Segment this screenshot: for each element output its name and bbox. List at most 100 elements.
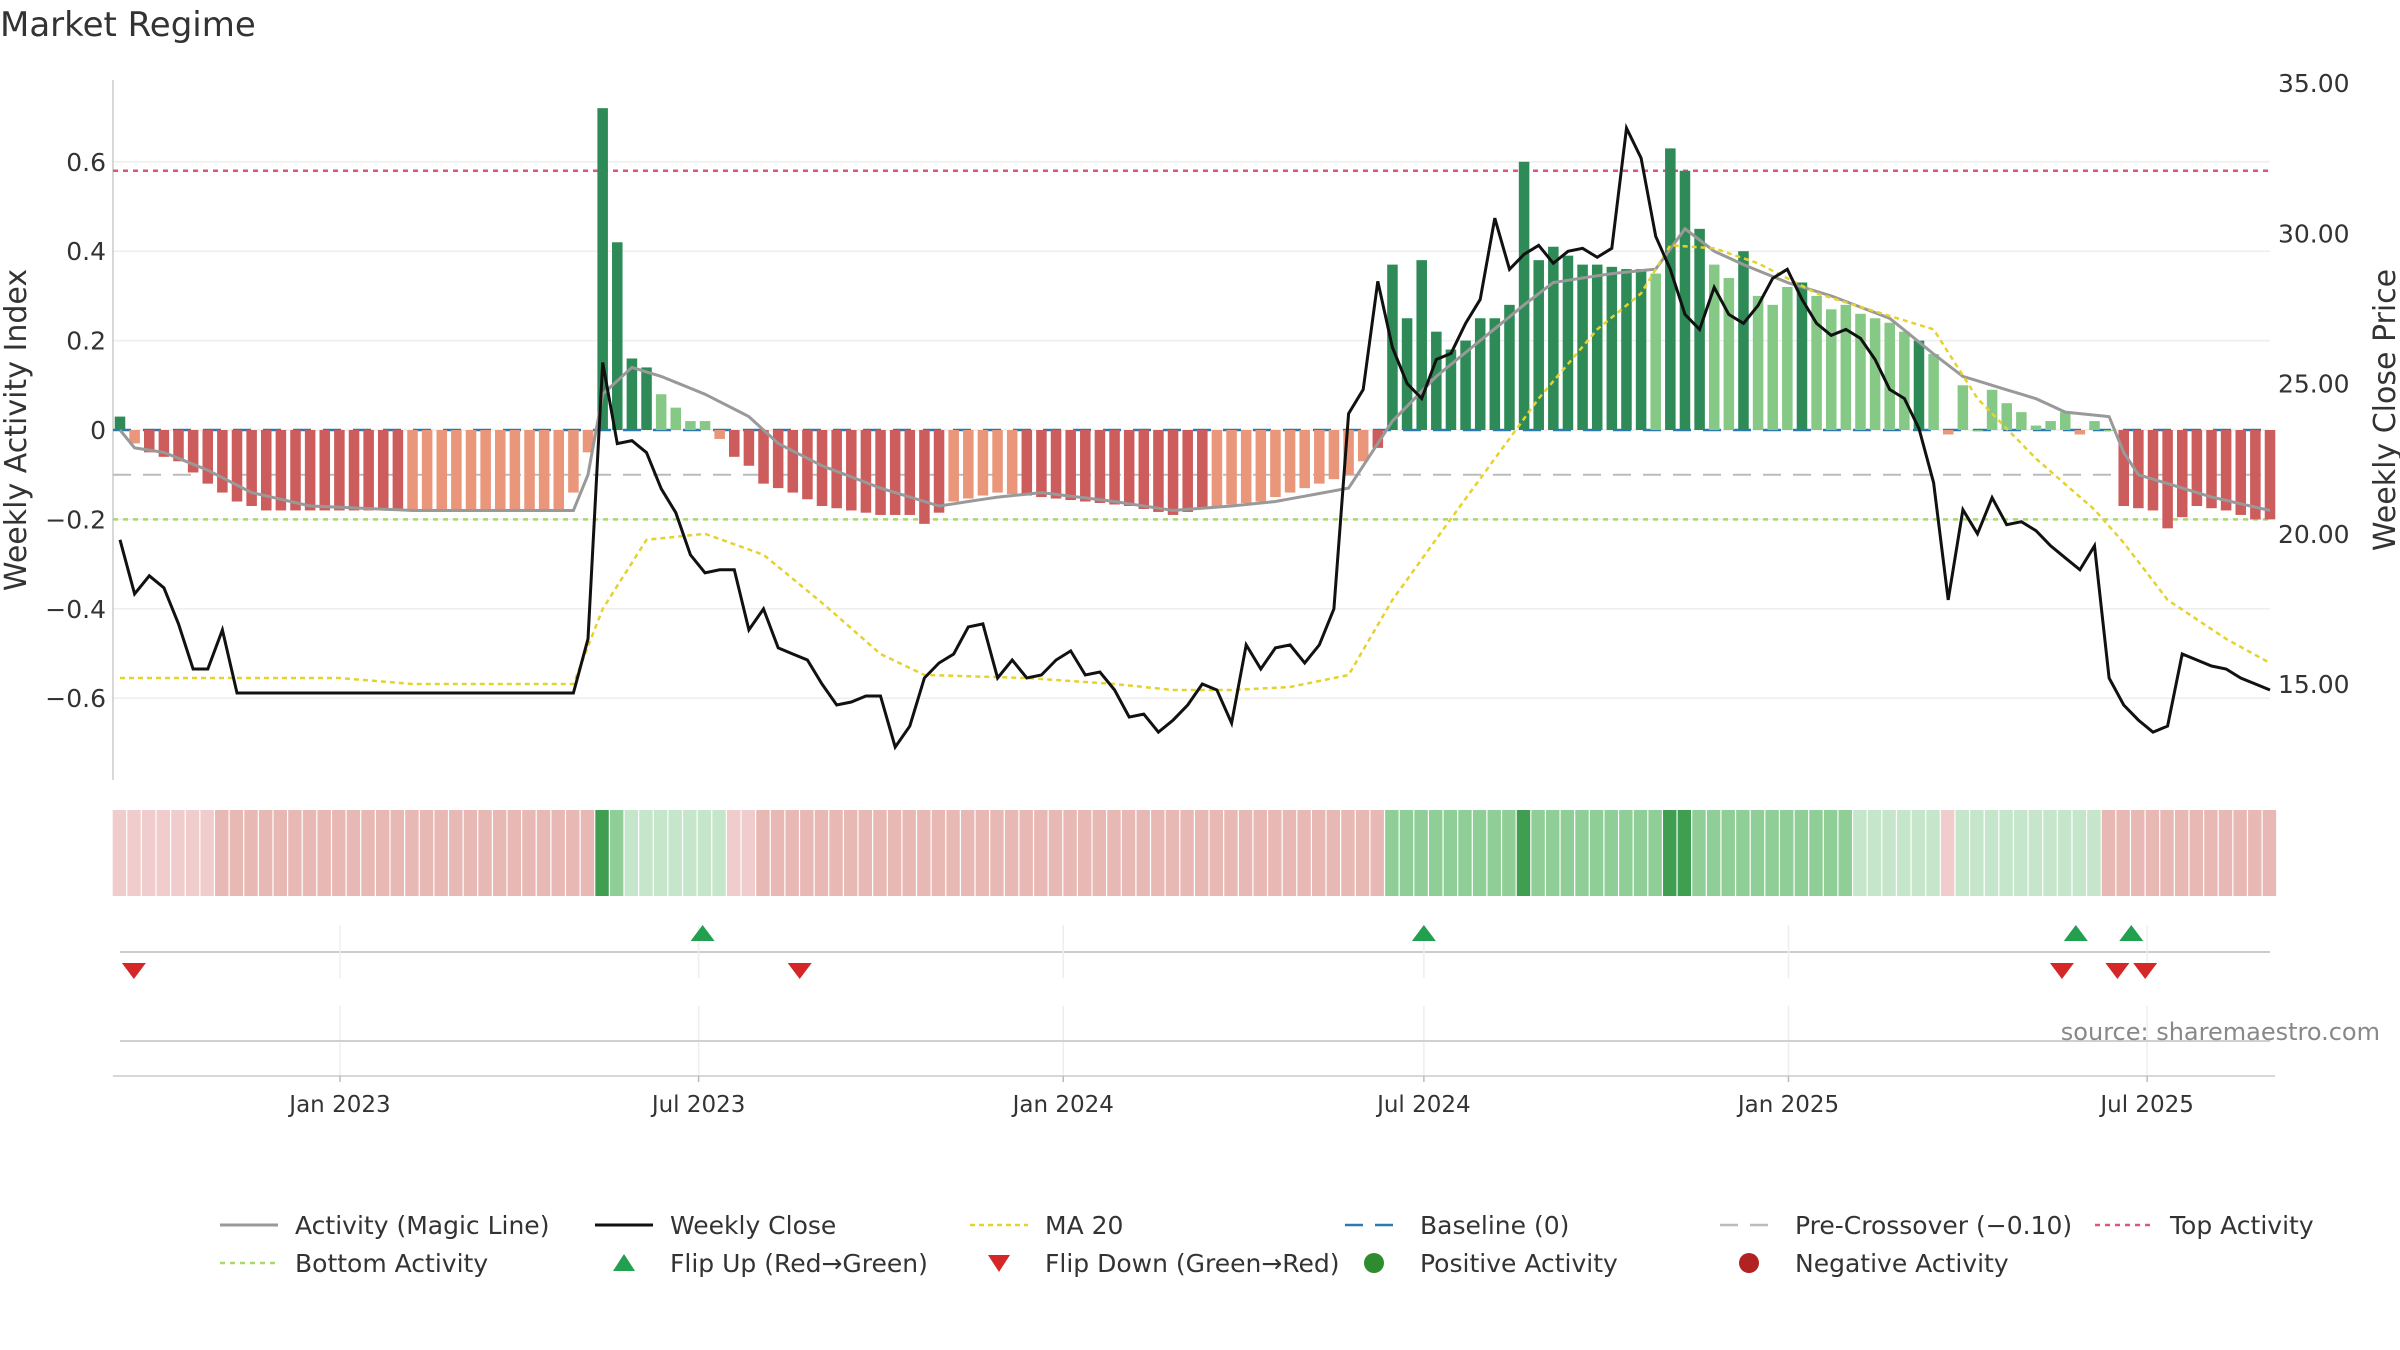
activity-bar — [1957, 385, 1969, 430]
activity-bar — [2074, 430, 2086, 435]
legend-label: Bottom Activity — [295, 1249, 488, 1278]
legend-label: MA 20 — [1045, 1211, 1123, 1240]
activity-bar — [2045, 421, 2056, 430]
weekly-close-line — [118, 122, 2271, 751]
activity-bar — [217, 430, 228, 493]
regime-cell — [1385, 810, 1399, 896]
activity-bar — [1153, 430, 1164, 512]
regime-cell — [1970, 810, 1984, 896]
activity-bar — [304, 430, 316, 511]
regime-cell — [1034, 810, 1048, 896]
regime-cell — [141, 810, 156, 896]
regime-cell — [1794, 810, 1809, 896]
activity-bar — [1782, 286, 1793, 430]
regime-cell — [1238, 810, 1253, 896]
activity-bar — [1825, 309, 1837, 430]
regime-cell — [463, 810, 478, 896]
regime-cell — [1940, 810, 1955, 896]
y-tick-left: −0.4 — [45, 595, 106, 624]
regime-cell — [1048, 810, 1063, 896]
activity-bar — [1401, 318, 1413, 430]
y-tick-left: 0.4 — [66, 237, 106, 266]
activity-bar — [1972, 430, 1983, 431]
flip-down-marker — [121, 963, 146, 979]
activity-bar — [1050, 430, 1062, 499]
y-tick-right: 35.00 — [2278, 69, 2350, 98]
activity-bar — [1021, 430, 1033, 496]
activity-bar — [1314, 430, 1325, 484]
activity-bar — [319, 430, 331, 511]
regime-cell — [302, 810, 317, 896]
y-tick-left: 0 — [90, 416, 106, 445]
regime-cell — [653, 810, 668, 896]
activity-bar — [2118, 430, 2130, 506]
regime-cell — [2262, 810, 2277, 896]
legend-swatch-flip-down — [988, 1255, 1010, 1272]
activity-bar — [260, 430, 272, 511]
regime-cell — [2028, 810, 2043, 896]
regime-cell — [156, 810, 170, 896]
activity-bar — [509, 430, 521, 511]
regime-cell — [668, 810, 682, 896]
activity-bar — [1928, 354, 1939, 430]
regime-cell — [2204, 810, 2218, 896]
activity-bar — [846, 430, 857, 511]
activity-bar — [875, 430, 886, 515]
activity-bar — [363, 430, 374, 511]
activity-bar — [143, 430, 155, 453]
regime-cell — [917, 810, 931, 896]
activity-bar — [392, 430, 404, 511]
activity-bar — [158, 430, 170, 457]
activity-bar — [1094, 430, 1106, 504]
right-axis-label: Weekly Close Price — [2368, 269, 2400, 551]
regime-cell — [536, 810, 551, 896]
activity-bar — [1635, 269, 1647, 430]
regime-cell — [449, 810, 463, 896]
regime-cell — [1575, 810, 1589, 896]
flip-up-marker — [1411, 925, 1436, 941]
flip-down-marker — [2105, 963, 2130, 979]
activity-bar — [1855, 313, 1866, 430]
regime-cell — [1253, 810, 1267, 896]
flip-down-marker — [2133, 963, 2158, 979]
activity-bar — [1197, 430, 1208, 509]
activity-bar — [685, 421, 696, 430]
activity-bar — [1123, 430, 1135, 506]
y-tick-right: 30.00 — [2278, 219, 2350, 248]
regime-cell — [741, 810, 756, 896]
activity-bar — [480, 430, 491, 511]
regime-cell — [1692, 810, 1706, 896]
activity-bar — [1167, 430, 1179, 515]
regime-cell — [1312, 810, 1326, 896]
regime-cell — [1984, 810, 1999, 896]
regime-cell — [1165, 810, 1180, 896]
regime-cell — [1282, 810, 1297, 896]
regime-cell — [1648, 810, 1662, 896]
activity-bar — [1899, 331, 1910, 430]
activity-bar — [1708, 264, 1720, 430]
regime-cell — [1897, 810, 1911, 896]
regime-cell — [683, 810, 697, 896]
regime-cell — [200, 810, 214, 896]
regime-cell — [1926, 810, 1940, 896]
regime-cell — [2057, 810, 2072, 896]
activity-bar — [2030, 425, 2042, 430]
activity-bar — [1474, 318, 1486, 430]
flip-up-marker — [2119, 925, 2144, 941]
source-note: source: sharemaestro.com — [2061, 1018, 2380, 1046]
activity-bar — [1270, 430, 1281, 498]
regime-cell — [1195, 810, 1209, 896]
activity-bar — [2059, 412, 2071, 430]
regime-cell — [1414, 810, 1428, 896]
regime-cell — [843, 810, 858, 896]
activity-bar — [889, 430, 901, 515]
activity-bar — [348, 430, 360, 511]
regime-cell — [405, 810, 419, 896]
regime-cell — [1677, 810, 1692, 896]
activity-bar — [802, 430, 813, 500]
activity-bar — [173, 430, 184, 462]
left-axis-label: Weekly Activity Index — [0, 269, 34, 591]
activity-bar — [1591, 264, 1603, 430]
x-tick-label: Jan 2024 — [1011, 1092, 1114, 1118]
